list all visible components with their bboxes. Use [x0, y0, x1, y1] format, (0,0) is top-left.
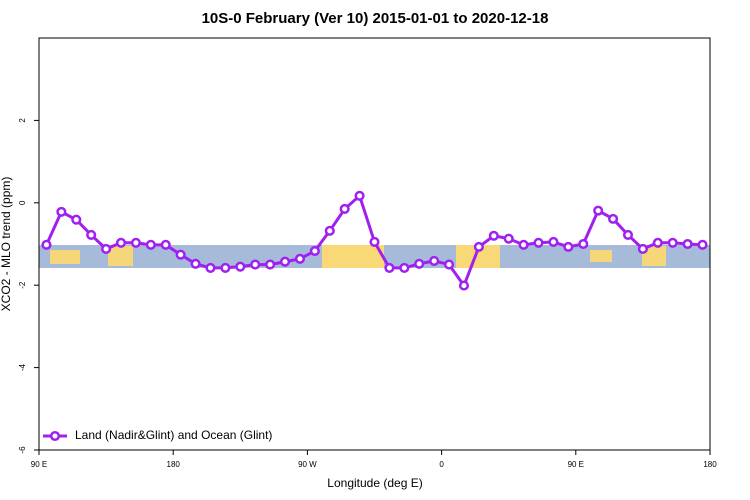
x-tick-label: 90 E	[568, 460, 584, 469]
data-point	[235, 261, 246, 272]
data-point	[369, 236, 380, 247]
data-point	[175, 249, 186, 260]
data-point	[265, 259, 276, 270]
data-point	[548, 236, 559, 247]
data-point	[608, 213, 619, 224]
data-point	[593, 205, 604, 216]
y-tick-label: 0	[18, 200, 27, 205]
data-point	[399, 262, 410, 273]
data-point	[160, 239, 171, 250]
data-point	[309, 245, 320, 257]
data-point	[429, 255, 440, 266]
x-tick-label: 180	[703, 460, 717, 469]
y-tick-label: -2	[18, 281, 27, 289]
data-point	[682, 238, 693, 250]
data-point	[473, 241, 484, 252]
y-tick-label: -6	[18, 446, 27, 454]
plot-frame	[38, 37, 711, 451]
data-point	[56, 206, 67, 217]
data-point	[563, 241, 574, 252]
y-tick-label: -4	[18, 363, 27, 371]
data-point	[354, 190, 365, 201]
data-point	[503, 233, 514, 244]
data-point	[578, 238, 589, 250]
legend-marker	[49, 430, 61, 442]
data-point	[101, 243, 112, 254]
chart-title: 10S-0 February (Ver 10) 2015-01-01 to 20…	[202, 10, 549, 27]
data-point	[414, 258, 425, 269]
y-axis-label: XCO2 - MLO trend (ppm)	[0, 177, 13, 312]
x-tick-label: 90 E	[31, 460, 47, 469]
data-point	[205, 262, 216, 273]
data-point	[130, 237, 141, 248]
data-point	[145, 239, 156, 250]
data-point	[384, 262, 395, 273]
data-point	[115, 237, 127, 248]
map-band	[39, 245, 710, 268]
data-point	[41, 239, 52, 250]
data-point	[444, 259, 455, 270]
x-tick-label: 90 W	[298, 460, 317, 469]
data-point	[294, 253, 305, 264]
data-point	[637, 243, 648, 254]
x-axis-label: Longitude (deg E)	[327, 476, 422, 490]
data-point	[220, 262, 231, 273]
data-point	[86, 229, 97, 240]
x-tick-label: 0	[439, 460, 444, 469]
data-point	[339, 203, 350, 215]
data-point	[250, 259, 261, 270]
data-point	[652, 237, 663, 248]
x-tick-label: 180	[167, 460, 181, 469]
data-point	[190, 258, 201, 269]
data-point	[279, 256, 291, 267]
data-point	[697, 239, 708, 250]
data-point	[458, 280, 470, 291]
data-point	[667, 237, 678, 248]
y-tick-label: 2	[18, 118, 27, 123]
data-point	[622, 229, 634, 240]
data-point	[518, 239, 529, 250]
legend-label: Land (Nadir&Glint) and Ocean (Glint)	[75, 428, 272, 442]
data-point	[324, 225, 335, 236]
data-point	[533, 237, 544, 248]
data-point	[71, 214, 82, 225]
data-point	[488, 230, 499, 241]
